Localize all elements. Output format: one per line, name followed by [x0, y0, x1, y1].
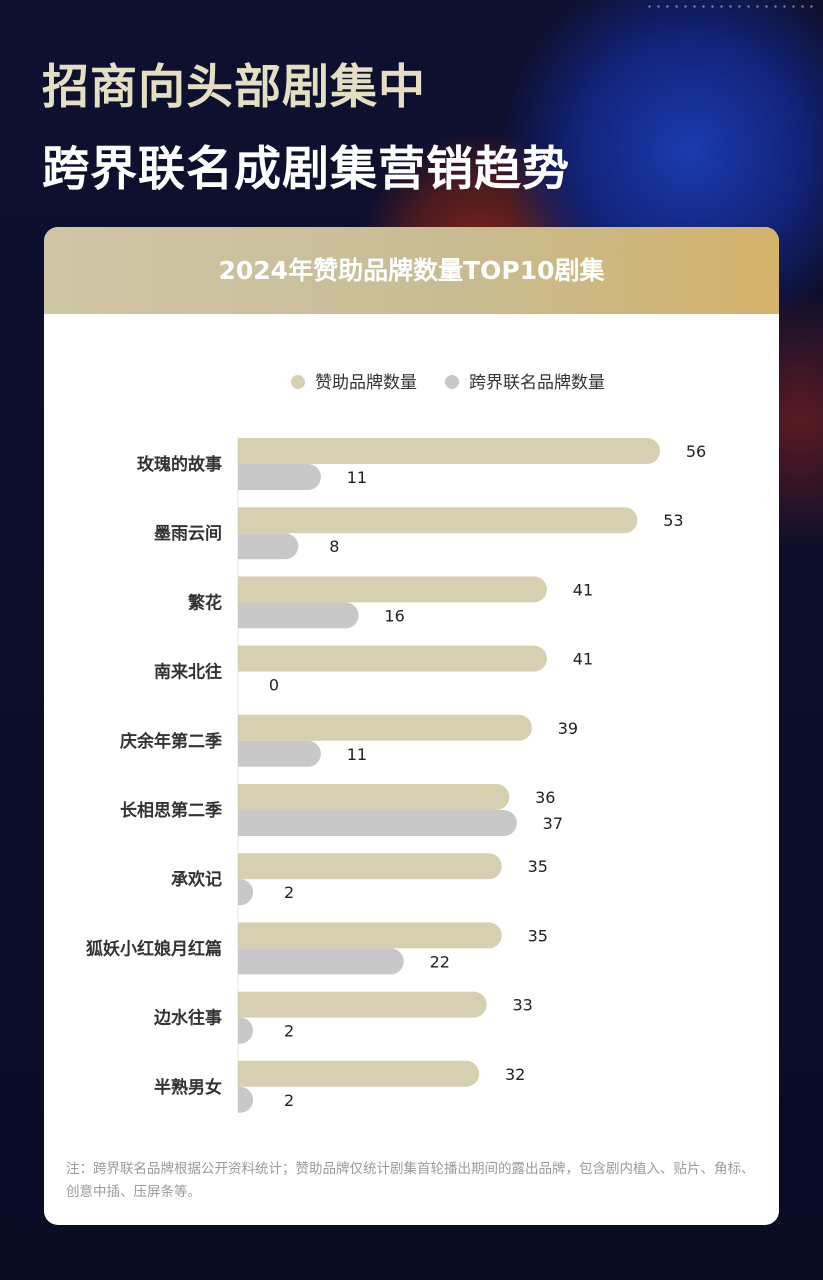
footnote: 注：跨界联名品牌根据公开资料统计；赞助品牌仅统计剧集首轮播出期间的露出品牌，包含… — [66, 1161, 755, 1200]
bar-crossover — [238, 1086, 254, 1113]
bar-sponsor — [238, 507, 638, 534]
bar-sponsor — [238, 576, 547, 603]
legend-label-1: 跨界联名品牌数量 — [469, 373, 605, 393]
data-label: 11 — [347, 468, 367, 487]
legend-marker-0 — [291, 375, 305, 389]
data-label: 0 — [269, 676, 279, 695]
bar-crossover — [238, 810, 517, 836]
data-label: 56 — [686, 442, 706, 461]
category-label: 狐妖小红娘月红篇 — [86, 938, 222, 959]
category-label: 繁花 — [187, 592, 222, 613]
data-label: 8 — [329, 537, 339, 556]
data-label: 39 — [558, 719, 578, 738]
card-header — [44, 227, 779, 314]
bar-sponsor — [238, 784, 510, 810]
bar-crossover — [238, 533, 299, 560]
data-label: 22 — [430, 952, 450, 971]
decorative-dots — [645, 2, 815, 12]
legend-label-0: 赞助品牌数量 — [315, 373, 417, 393]
data-label: 2 — [284, 1022, 294, 1041]
bar-crossover — [238, 740, 321, 767]
chart-card: 2024年赞助品牌数量TOP10剧集 — [44, 227, 779, 1225]
category-label: 庆余年第二季 — [120, 731, 222, 752]
data-label: 35 — [528, 857, 548, 876]
headline-line-1: 招商向头部剧集中 — [42, 60, 426, 115]
bar-crossover — [238, 602, 359, 629]
bar-sponsor — [238, 645, 547, 672]
data-label: 36 — [535, 788, 555, 807]
data-label: 2 — [284, 883, 294, 902]
data-label: 16 — [384, 606, 404, 625]
data-label: 41 — [573, 650, 593, 669]
data-label: 32 — [505, 1065, 525, 1084]
bar-crossover — [238, 948, 404, 975]
bar-crossover — [238, 464, 321, 490]
category-label: 边水往事 — [153, 1008, 222, 1029]
category-label: 玫瑰的故事 — [137, 454, 222, 475]
data-label: 2 — [284, 1091, 294, 1110]
bar-sponsor — [238, 991, 487, 1018]
bar-sponsor — [238, 1060, 480, 1087]
headline-line-2: 跨界联名成剧集营销趋势 — [42, 142, 570, 197]
category-label: 南来北往 — [154, 662, 222, 683]
legend-marker-1 — [445, 375, 459, 389]
data-label: 33 — [512, 996, 532, 1015]
bar-sponsor — [238, 853, 502, 880]
bar-sponsor — [238, 714, 532, 741]
bar-crossover — [238, 879, 254, 906]
data-label: 11 — [347, 745, 367, 764]
category-label: 长相思第二季 — [120, 800, 222, 821]
bar-sponsor — [238, 438, 660, 464]
chart-title: 2024年赞助品牌数量TOP10剧集 — [218, 256, 605, 285]
category-label: 半熟男女 — [154, 1077, 222, 1098]
data-label: 41 — [573, 580, 593, 599]
data-label: 53 — [663, 511, 683, 530]
category-label: 墨雨云间 — [154, 523, 222, 544]
data-label: 37 — [543, 814, 563, 833]
bar-sponsor — [238, 922, 502, 949]
bar-crossover — [238, 1017, 254, 1044]
data-label: 35 — [528, 926, 548, 945]
category-label: 承欢记 — [171, 869, 222, 890]
